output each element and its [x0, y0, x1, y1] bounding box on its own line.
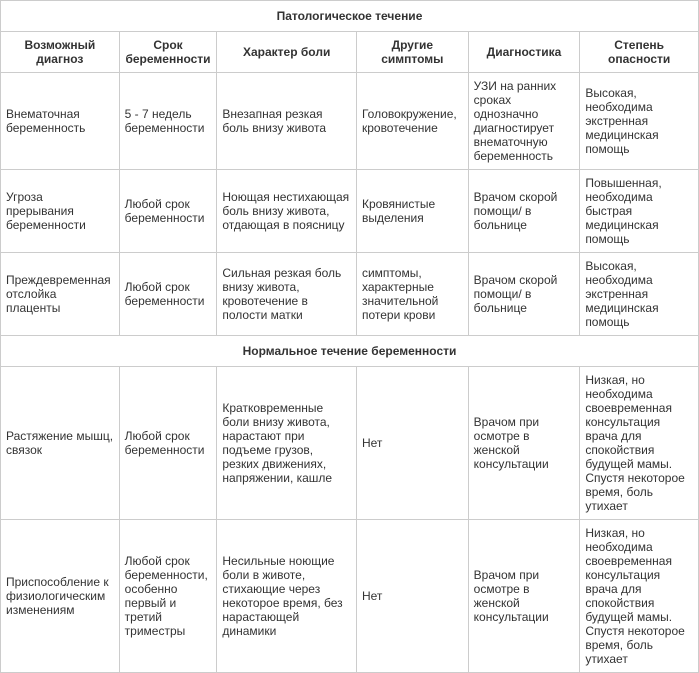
- table-row: Растяжение мышц, связок Любой срок берем…: [1, 367, 699, 520]
- cell-danger: Высокая, необходима экстренная медицинск…: [580, 73, 699, 170]
- cell-symptoms: Головокружение, кровотечение: [356, 73, 468, 170]
- cell-term: 5 - 7 недель беременности: [119, 73, 217, 170]
- column-header-row: Возможный диагноз Срок беременности Хара…: [1, 32, 699, 73]
- cell-danger: Высокая, необходима экстренная медицинск…: [580, 253, 699, 336]
- cell-danger: Повышенная, необходима быстрая медицинск…: [580, 170, 699, 253]
- cell-pain: Кратковременные боли внизу живота, нарас…: [217, 367, 357, 520]
- cell-diagnostics: Врачом при осмотре в женской консультаци…: [468, 367, 580, 520]
- cell-term: Любой срок беременности, особенно первый…: [119, 520, 217, 673]
- cell-term: Любой срок беременности: [119, 253, 217, 336]
- table-row: Преждевременная отслойка плаценты Любой …: [1, 253, 699, 336]
- header-term: Срок беременности: [119, 32, 217, 73]
- header-pain: Характер боли: [217, 32, 357, 73]
- cell-pain: Несильные ноющие боли в животе, стихающи…: [217, 520, 357, 673]
- cell-term: Любой срок беременности: [119, 367, 217, 520]
- header-danger: Степень опасности: [580, 32, 699, 73]
- cell-diagnostics: Врачом скорой помощи/ в больнице: [468, 170, 580, 253]
- cell-diagnostics: Врачом при осмотре в женской консультаци…: [468, 520, 580, 673]
- cell-diagnostics: Врачом скорой помощи/ в больнице: [468, 253, 580, 336]
- cell-term: Любой срок беременности: [119, 170, 217, 253]
- cell-danger: Низкая, но необходима своевременная конс…: [580, 520, 699, 673]
- cell-pain: Ноющая нестихающая боль внизу живота, от…: [217, 170, 357, 253]
- cell-symptoms: Нет: [356, 520, 468, 673]
- section-2-title: Нормальное течение беременности: [1, 336, 699, 367]
- section-header-row-2: Нормальное течение беременности: [1, 336, 699, 367]
- section-header-row-1: Патологическое течение: [1, 1, 699, 32]
- table-row: Приспособление к физиологическим изменен…: [1, 520, 699, 673]
- cell-diagnosis: Внематочная беременность: [1, 73, 120, 170]
- cell-diagnosis: Преждевременная отслойка плаценты: [1, 253, 120, 336]
- cell-pain: Сильная резкая боль внизу живота, кровот…: [217, 253, 357, 336]
- cell-diagnosis: Растяжение мышц, связок: [1, 367, 120, 520]
- medical-table: Патологическое течение Возможный диагноз…: [0, 0, 699, 673]
- table-row: Внематочная беременность 5 - 7 недель бе…: [1, 73, 699, 170]
- table-row: Угроза прерывания беременности Любой сро…: [1, 170, 699, 253]
- cell-pain: Внезапная резкая боль внизу живота: [217, 73, 357, 170]
- cell-diagnosis: Приспособление к физиологическим изменен…: [1, 520, 120, 673]
- section-1-title: Патологическое течение: [1, 1, 699, 32]
- cell-symptoms: Кровянистые выделения: [356, 170, 468, 253]
- cell-symptoms: симптомы, характерные значительной потер…: [356, 253, 468, 336]
- cell-diagnostics: УЗИ на ранних сроках однозначно диагност…: [468, 73, 580, 170]
- cell-danger: Низкая, но необходима своевременная конс…: [580, 367, 699, 520]
- header-diagnostics: Диагностика: [468, 32, 580, 73]
- header-diagnosis: Возможный диагноз: [1, 32, 120, 73]
- cell-symptoms: Нет: [356, 367, 468, 520]
- cell-diagnosis: Угроза прерывания беременности: [1, 170, 120, 253]
- header-symptoms: Другие симптомы: [356, 32, 468, 73]
